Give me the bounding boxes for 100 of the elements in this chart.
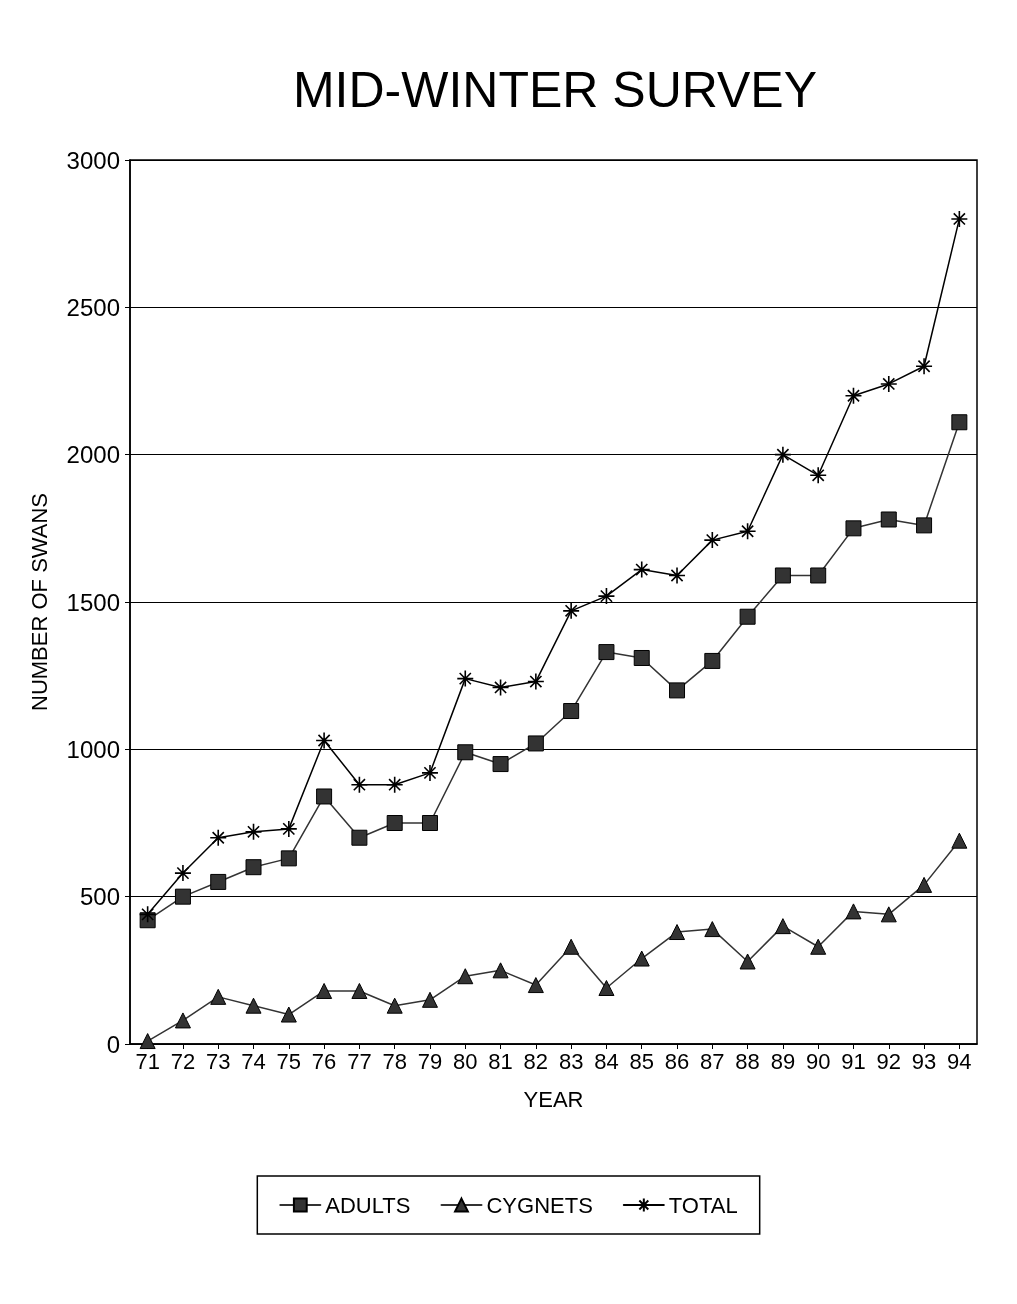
- point: [351, 829, 368, 846]
- point: [456, 669, 475, 688]
- point: [210, 988, 227, 1005]
- point: [810, 567, 827, 584]
- point: [421, 991, 438, 1008]
- x-tick-label: 76: [311, 1048, 337, 1074]
- point: [597, 587, 616, 605]
- point: [139, 1033, 156, 1050]
- point: [951, 832, 968, 849]
- y-tick-label: 500: [79, 883, 120, 911]
- point: [245, 859, 262, 876]
- x-tick-label: 71: [135, 1048, 160, 1074]
- point: [280, 1006, 297, 1023]
- y-tick-label: 1500: [66, 588, 120, 616]
- point: [138, 905, 157, 924]
- point: [315, 731, 333, 750]
- point: [598, 980, 615, 997]
- point: [845, 903, 862, 920]
- point: [280, 820, 298, 838]
- point: [632, 560, 651, 579]
- point: [844, 386, 863, 405]
- point: [174, 864, 192, 882]
- point: [880, 511, 897, 528]
- x-tick-label: 78: [382, 1048, 407, 1074]
- point: [350, 775, 369, 794]
- point: [845, 520, 862, 537]
- y-tick-label: 0: [106, 1030, 120, 1058]
- x-tick-label: 85: [629, 1048, 654, 1074]
- point: [633, 950, 650, 967]
- point: [210, 873, 227, 890]
- point: [457, 968, 474, 985]
- point: [245, 997, 262, 1014]
- point: [316, 982, 333, 999]
- point: [669, 924, 686, 941]
- point: [916, 517, 933, 534]
- point: [492, 962, 509, 979]
- point: [950, 210, 969, 228]
- y-tick-label: 3000: [66, 146, 120, 174]
- y-tick-label: 2000: [66, 441, 120, 469]
- point: [174, 1012, 191, 1029]
- point: [774, 567, 791, 584]
- point: [421, 764, 439, 782]
- x-tick-label: 92: [876, 1048, 902, 1074]
- point: [739, 608, 756, 625]
- x-tick-label: 90: [805, 1048, 831, 1074]
- x-tick-label: 79: [417, 1048, 443, 1074]
- x-tick-label: 80: [453, 1048, 478, 1074]
- point: [244, 823, 263, 841]
- point: [351, 982, 368, 999]
- x-tick-label: 73: [205, 1048, 231, 1074]
- x-tick-label: 81: [488, 1048, 513, 1074]
- point: [562, 602, 580, 620]
- point: [669, 682, 686, 699]
- point: [421, 815, 438, 831]
- point: [915, 357, 933, 376]
- point: [527, 977, 544, 994]
- point: [209, 828, 228, 847]
- point: [668, 566, 686, 585]
- x-tick-label: 94: [947, 1048, 972, 1074]
- legend-label: ADULTS: [325, 1192, 411, 1218]
- legend-label: CYGNETS: [486, 1192, 593, 1218]
- point: [527, 735, 544, 752]
- point: [880, 906, 897, 923]
- point: [774, 918, 791, 935]
- point: [492, 756, 509, 773]
- point: [704, 652, 721, 669]
- point: [316, 788, 333, 805]
- point: [598, 644, 615, 661]
- y-tick-label: 1000: [66, 735, 120, 763]
- chart-title: MID-WINTER SURVEY: [292, 62, 818, 118]
- point: [386, 997, 403, 1014]
- point: [563, 703, 580, 720]
- x-tick-label: 72: [170, 1048, 196, 1074]
- point: [174, 888, 191, 905]
- point: [739, 953, 756, 970]
- y-axis-title: NUMBER OF SWANS: [26, 493, 52, 711]
- point: [457, 744, 474, 761]
- x-tick-label: 89: [770, 1048, 796, 1074]
- x-tick-label: 74: [241, 1048, 266, 1074]
- x-tick-label: 75: [276, 1048, 302, 1074]
- point: [879, 375, 898, 393]
- point: [810, 938, 827, 955]
- point: [809, 466, 827, 485]
- point: [916, 876, 933, 893]
- point: [703, 531, 722, 549]
- x-tick-label: 93: [911, 1048, 937, 1074]
- x-tick-label: 88: [735, 1048, 760, 1074]
- x-tick-label: 87: [700, 1048, 725, 1074]
- x-tick-label: 82: [523, 1048, 549, 1074]
- point: [491, 678, 510, 697]
- point: [527, 672, 545, 691]
- x-axis-title: YEAR: [523, 1086, 584, 1112]
- point: [738, 522, 757, 541]
- point: [386, 815, 403, 831]
- point: [563, 938, 580, 955]
- point: [633, 649, 650, 666]
- x-tick-label: 77: [347, 1048, 372, 1074]
- x-tick-label: 84: [594, 1048, 619, 1074]
- point: [280, 850, 297, 867]
- point: [774, 445, 792, 464]
